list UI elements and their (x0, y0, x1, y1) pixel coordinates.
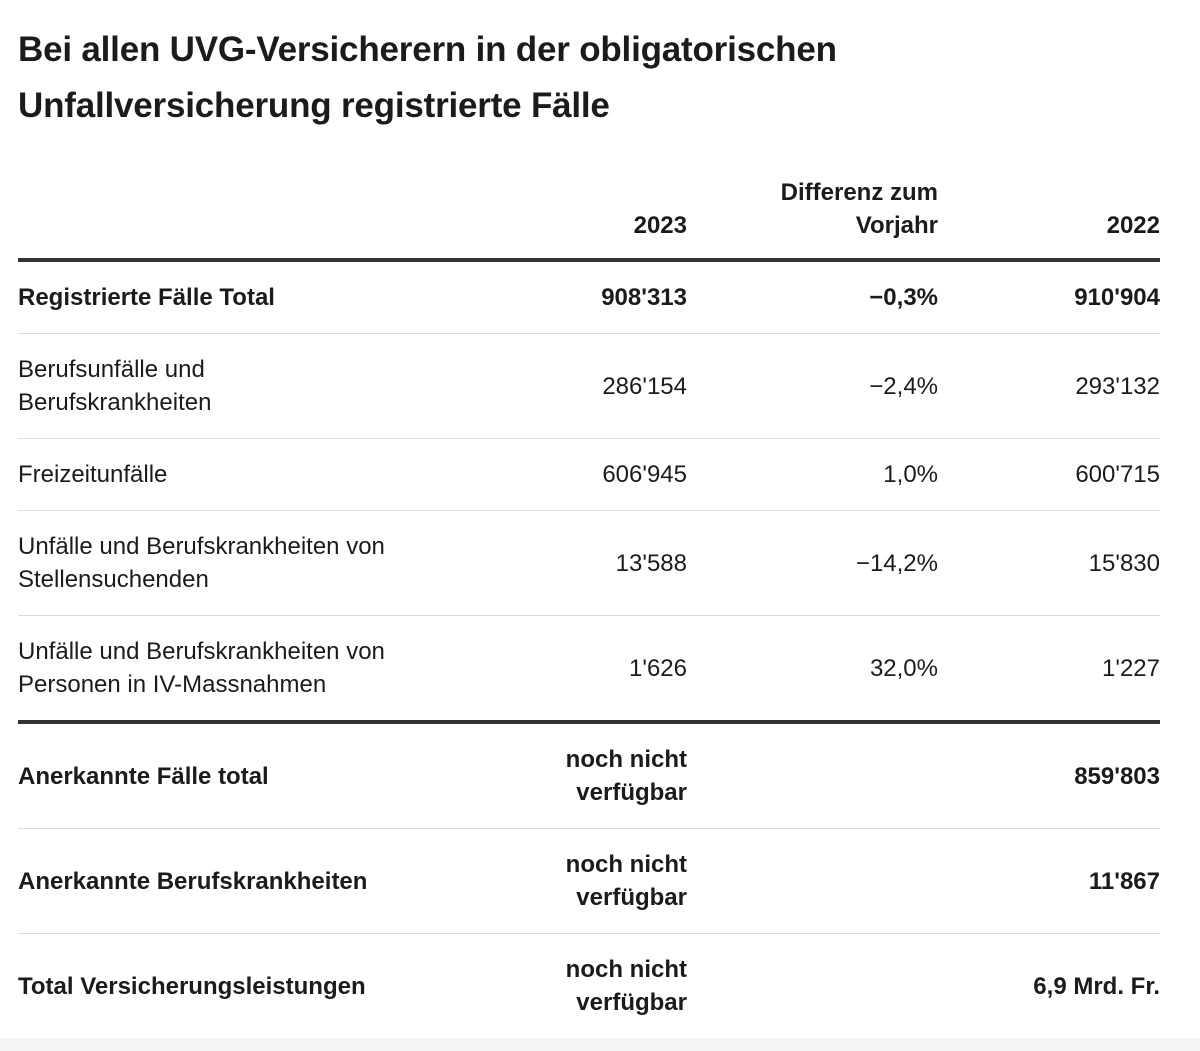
header-row: 2023 Differenz zum Vorjahr 2022 (18, 134, 1160, 262)
table-row: Total Versicherungsleistungen noch nicht… (18, 933, 1160, 1039)
value-2022-cell: 15'830 (1088, 549, 1160, 577)
row-label-cell: Anerkannte Berufskrankheiten (18, 867, 368, 895)
value-2023-cell: 13'588 (615, 549, 687, 577)
table-row: Berufsunfälle und Berufskrankheiten 286'… (18, 333, 1160, 439)
table-row: Freizeitunfälle 606'945 1,0% 600'715 (18, 438, 1160, 511)
value-2022-cell: 600'715 (1075, 461, 1160, 488)
value-2023-cell: 286'154 (602, 372, 687, 400)
table-row: Unfälle und Berufskrankheiten von Stelle… (18, 510, 1160, 616)
table-row: Anerkannte Berufskrankheiten noch nicht … (18, 828, 1160, 934)
header-year-2023: 2023 (463, 134, 687, 262)
value-diff-cell (687, 722, 938, 829)
value-diff-cell: −14,2% (855, 549, 938, 577)
table-body: Registrierte Fälle Total 908'313 −0,3% 9… (18, 260, 1160, 1038)
row-label-cell: Freizeitunfälle (18, 461, 168, 488)
row-label-cell: Anerkannte Fälle total (18, 762, 269, 790)
value-2022-cell: 293'132 (1075, 372, 1160, 400)
value-2023-cell: 606'945 (602, 461, 687, 488)
value-diff-cell (687, 934, 938, 1039)
value-2022-cell: 859'803 (1074, 762, 1160, 790)
value-2023-cell: 908'313 (601, 284, 687, 311)
row-label-cell: Registrierte Fälle Total (18, 284, 275, 311)
value-2022-cell: 6,9 Mrd. Fr. (1033, 972, 1160, 1000)
bottom-strip (0, 1038, 1200, 1051)
value-2023-cell: noch nicht verfügbar (565, 851, 687, 911)
value-2023-cell: noch nicht verfügbar (565, 746, 687, 806)
value-diff-cell: 1,0% (883, 461, 938, 488)
value-2022-cell: 1'227 (1102, 654, 1160, 682)
row-label-cell: Total Versicherungsleistungen (18, 972, 366, 1000)
value-2023-cell: noch nicht verfügbar (565, 956, 687, 1016)
header-diff-vorjahr: Differenz zum Vorjahr (687, 134, 938, 262)
value-diff-cell (687, 829, 938, 934)
row-label-cell: Berufsunfälle und Berufskrankheiten (18, 356, 212, 416)
value-diff-cell: −0,3% (869, 284, 938, 311)
value-2023-cell: 1'626 (629, 654, 687, 682)
table-row: Anerkannte Fälle total noch nicht verfüg… (18, 722, 1160, 829)
value-2022-cell: 910'904 (1074, 284, 1160, 311)
header-year-2022: 2022 (938, 134, 1160, 262)
page-title: Bei allen UVG-Versicherern in der obliga… (18, 30, 837, 125)
table-row: Registrierte Fälle Total 908'313 −0,3% 9… (18, 260, 1160, 334)
table-row: Unfälle und Berufskrankheiten von Person… (18, 615, 1160, 723)
header-empty-cell (18, 134, 463, 262)
value-diff-cell: 32,0% (869, 654, 938, 682)
statistics-table: 2023 Differenz zum Vorjahr 2022 Registri… (18, 134, 1160, 1038)
value-diff-cell: −2,4% (869, 372, 938, 400)
row-label-cell: Unfälle und Berufskrankheiten von Person… (18, 638, 385, 698)
value-2022-cell: 11'867 (1088, 867, 1160, 895)
row-label-cell: Unfälle und Berufskrankheiten von Stelle… (18, 533, 385, 593)
